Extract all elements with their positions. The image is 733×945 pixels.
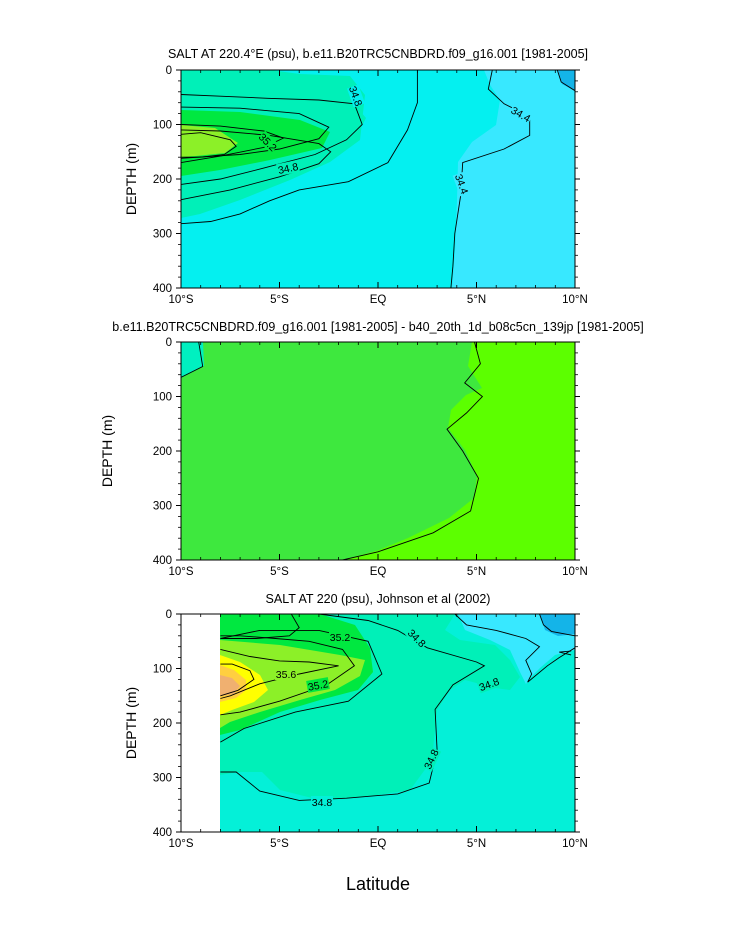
panel-3: SALT AT 220 (psu), Johnson et al (2002) … <box>123 592 588 850</box>
panel-1: SALT AT 220.4°E (psu), b.e11.B20TRC5CNBD… <box>123 47 588 306</box>
contour-line-34m2 <box>556 70 575 92</box>
contour-label-34-8-d: 34.8 <box>312 797 333 809</box>
panel-1-axes: 10°S 5°S EQ 5°N 10°N 0 100 200 300 400 <box>153 65 588 306</box>
contour-line-35m2 <box>220 629 383 743</box>
contour-line-35 <box>181 106 330 159</box>
fill-34-2-region <box>540 614 575 636</box>
contour-line-34m4 <box>539 614 575 637</box>
x-tick-label: 10°N <box>562 566 588 578</box>
panel-2-axes: 10°S 5°S EQ 5°N 10°N 0 100 200 300 400 <box>153 337 588 578</box>
contour-line-35m4 <box>220 635 356 716</box>
x-tick-label: 5°N <box>467 294 486 306</box>
fill-36-2-region <box>220 675 240 696</box>
x-tick-label: 5°S <box>270 294 289 306</box>
y-tick-label: 100 <box>153 664 172 676</box>
contour-label-35-2-a: 35.2 <box>330 632 351 644</box>
y-tick-label: 100 <box>153 120 172 132</box>
panel-2-contours <box>181 342 484 560</box>
panel-3-contours <box>220 614 575 801</box>
contour-line-35m2 <box>181 124 285 164</box>
contour-label-bg <box>275 159 301 177</box>
fill-34-4-region <box>458 614 575 684</box>
y-tick-label: 0 <box>166 337 172 349</box>
contour-label-bg <box>508 103 534 125</box>
x-tick-label: EQ <box>370 294 387 306</box>
contour-line-34m8 <box>181 70 418 225</box>
contour-line-35 <box>220 614 486 801</box>
contour-label-bg <box>346 84 366 108</box>
panel-3-fill <box>220 614 575 832</box>
panel-2-ylabel: DEPTH (m) <box>99 415 115 487</box>
y-tick-label: 0 <box>166 609 172 621</box>
contour-label-34-8-b: 34.8 <box>277 161 300 177</box>
y-tick-label: 400 <box>153 283 172 295</box>
contour-label-bg <box>256 130 280 154</box>
x-tick-label: 10°N <box>562 294 588 306</box>
panel-3-axes: 10°S 5°S EQ 5°N 10°N 0 100 200 300 400 <box>153 609 588 850</box>
x-tick-label: 10°S <box>168 838 193 850</box>
y-tick-label: 300 <box>153 229 172 241</box>
y-tick-label: 400 <box>153 827 172 839</box>
panel-1-ylabel: DEPTH (m) <box>123 143 139 215</box>
contour-line-35 <box>181 129 332 201</box>
y-tick-label: 400 <box>153 555 172 567</box>
contour-line-35m6 <box>220 648 339 699</box>
contour-label-35-6: 35.6 <box>276 669 297 681</box>
x-tick-label: 5°S <box>270 566 289 578</box>
x-tick-label: 5°S <box>270 838 289 850</box>
x-tick-label: EQ <box>370 838 387 850</box>
contour-label-bg <box>452 171 472 197</box>
panel-1-contour-labels: 34.8 35.2 34.8 34.4 34.4 <box>256 84 534 197</box>
x-tick-label: 10°N <box>562 838 588 850</box>
contour-line-0-1 <box>181 342 204 378</box>
x-tick-label: 10°S <box>168 294 193 306</box>
y-tick-label: 300 <box>153 773 172 785</box>
y-tick-label: 200 <box>153 174 172 186</box>
x-tick-label: 5°N <box>467 566 486 578</box>
contour-label-35-2-b: 35.2 <box>307 678 329 693</box>
y-tick-label: 100 <box>153 392 172 404</box>
fill-34-4-region <box>452 70 575 288</box>
contour-line-0 <box>342 342 484 560</box>
panel-2-fill <box>181 342 575 560</box>
contour-line-34m4 <box>450 70 531 288</box>
panel-2-title: b.e11.B20TRC5CNBDRD.f09_g16.001 [1981-20… <box>112 320 643 334</box>
contour-label-bg <box>311 796 333 808</box>
x-tick-label: 5°N <box>467 838 486 850</box>
x-tick-label: EQ <box>370 566 387 578</box>
fill-34-2-region <box>558 70 575 91</box>
contour-line-34m6 <box>454 614 575 683</box>
contour-label-bg <box>404 625 430 651</box>
contour-line-34m6 <box>559 650 572 656</box>
figure-xlabel: Latitude <box>346 874 410 894</box>
panel-1-title: SALT AT 220.4°E (psu), b.e11.B20TRC5CNBD… <box>168 47 588 61</box>
panel-1-fill <box>181 70 575 288</box>
panel-3-ylabel: DEPTH (m) <box>123 687 139 759</box>
contour-line-35m2 <box>181 132 237 158</box>
contour-label-bg <box>275 668 297 680</box>
x-tick-label: 10°S <box>168 566 193 578</box>
panel-3-nodata-region <box>181 614 220 832</box>
panel-1-contours <box>181 70 575 288</box>
y-tick-label: 0 <box>166 65 172 77</box>
panel-2: b.e11.B20TRC5CNBDRD.f09_g16.001 [1981-20… <box>99 320 644 578</box>
contour-line-35m8 <box>220 663 255 697</box>
panel-3-title: SALT AT 220 (psu), Johnson et al (2002) <box>266 592 491 606</box>
fill-positive-region <box>344 342 575 560</box>
contour-label-bg <box>476 674 502 694</box>
contour-line-34m8 <box>220 614 300 639</box>
y-tick-label: 300 <box>153 501 172 513</box>
contour-label-bg <box>306 677 330 693</box>
contour-label-bg <box>420 746 442 772</box>
y-tick-label: 200 <box>153 718 172 730</box>
fill-35-6-region <box>220 640 365 728</box>
fill-35-2-region <box>181 110 330 176</box>
contour-line-34m8 <box>181 94 363 185</box>
contour-label-bg <box>329 631 351 643</box>
y-tick-label: 200 <box>153 446 172 458</box>
